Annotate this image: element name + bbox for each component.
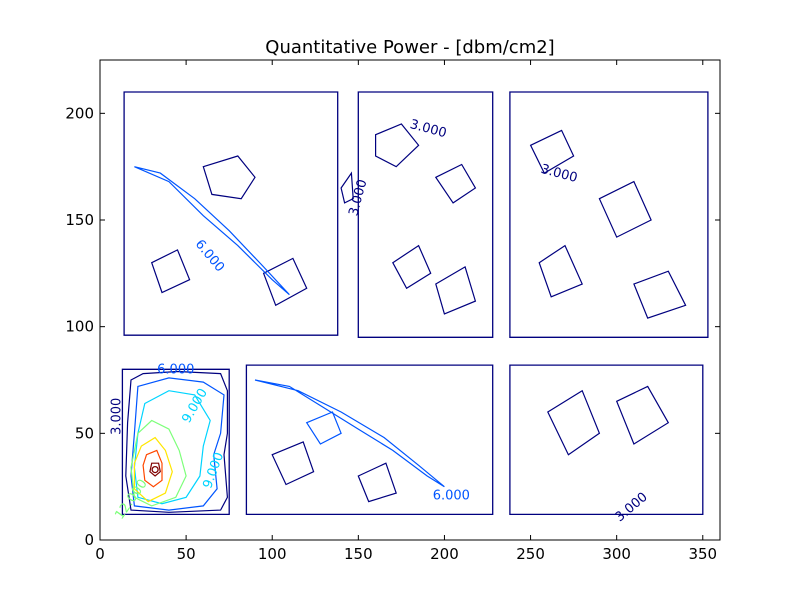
contour-level-3-9 — [375, 123, 420, 168]
room-outline-4 — [245, 364, 494, 516]
room-outline-2 — [509, 91, 709, 338]
contour-level-6-1 — [130, 377, 225, 511]
room-outline-3 — [121, 368, 230, 516]
contour-label-1: 6.000 — [157, 363, 194, 378]
y-tick-label-4: 200 — [65, 104, 94, 122]
x-tick-label-3: 150 — [344, 545, 373, 563]
x-tick-label-4: 200 — [430, 545, 459, 563]
contour-level-3-8 — [202, 155, 256, 200]
contour-level-3-10 — [434, 163, 477, 204]
contour-level-3-20 — [262, 257, 308, 307]
contour-level-3-17 — [392, 244, 432, 290]
contour-level-3-0 — [125, 370, 229, 513]
x-tick-label-5: 250 — [516, 545, 545, 563]
x-tick-label-7: 350 — [688, 545, 717, 563]
contour-label-6: 6.000 — [433, 488, 470, 503]
contour-level-3-7 — [340, 171, 354, 204]
contour-level-3-23 — [271, 441, 315, 486]
contour-level-18-5 — [142, 449, 163, 488]
y-tick-label-0: 0 — [84, 531, 94, 549]
contour-level-3-11 — [529, 129, 575, 174]
x-tick-label-6: 300 — [602, 545, 631, 563]
contour-level-3-13 — [538, 244, 584, 298]
plot-frame — [99, 59, 721, 541]
contour-level-3-15 — [547, 389, 601, 456]
x-tick-label-1: 50 — [177, 545, 196, 563]
contour-level-15-4 — [133, 436, 173, 503]
room-outline-0 — [123, 91, 339, 336]
room-outline-5 — [509, 364, 704, 516]
contour-level-3-12 — [598, 180, 652, 238]
y-tick-label-2: 100 — [65, 318, 94, 336]
room-outline-1 — [357, 91, 494, 338]
source-marker — [151, 465, 159, 474]
contour-label-0: 3.000 — [110, 398, 125, 435]
y-tick-label-1: 50 — [75, 424, 94, 442]
y-tick-label-3: 150 — [65, 211, 94, 229]
contour-level-6-25 — [305, 411, 342, 445]
contour-level-6-21 — [254, 379, 445, 488]
contour-level-6-22 — [134, 166, 290, 296]
contour-level-21-6 — [149, 462, 161, 477]
axis-ticks: 0 50 100 150 200 250 300 350 0 50 100 150 200 — [65, 60, 720, 563]
contour-level-3-16 — [615, 385, 670, 445]
contour-level-3-14 — [633, 270, 687, 319]
contour-level-3-24 — [357, 462, 397, 503]
x-tick-label-2: 100 — [258, 545, 287, 563]
contour-level-12-3 — [130, 419, 187, 507]
x-tick-label-0: 0 — [95, 545, 105, 563]
contour-level-3-19 — [150, 249, 191, 294]
chart-title: Quantitative Power - [dbm/cm2] — [265, 37, 554, 58]
contour-level-3-18 — [435, 265, 477, 315]
